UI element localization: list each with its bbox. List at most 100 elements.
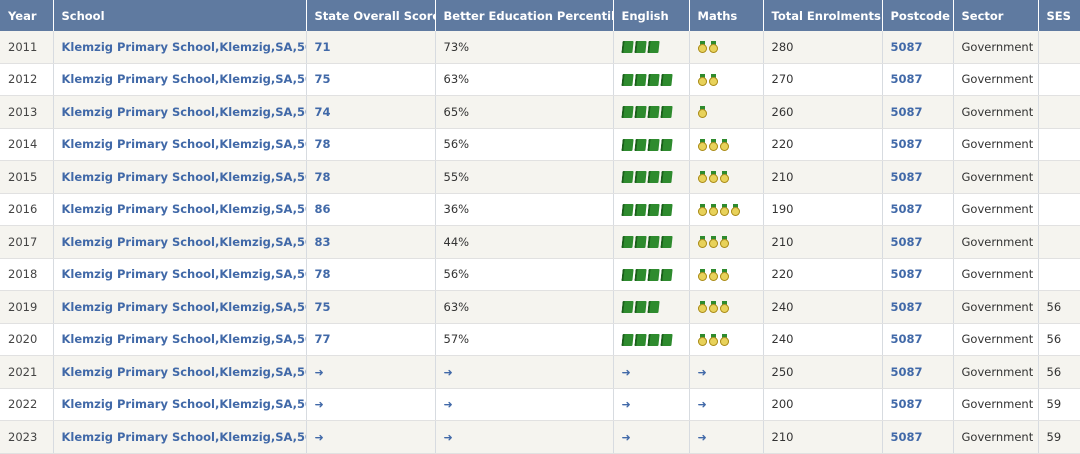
school-cell: Klemzig Primary School,Klemzig,SA,5087	[53, 31, 307, 64]
postcode-link[interactable]: 5087	[890, 234, 923, 249]
login-icon[interactable]: ➜	[443, 398, 453, 412]
header-year[interactable]: Year	[0, 0, 54, 31]
enrolments-cell: 260	[763, 95, 883, 129]
sector-value: Government	[961, 104, 1034, 119]
login-icon[interactable]: ➜	[314, 430, 324, 444]
book-icon	[646, 236, 660, 249]
postcode-link[interactable]: 5087	[890, 169, 923, 184]
header-maths[interactable]: Maths	[689, 0, 764, 31]
header-postcode[interactable]: Postcode	[882, 0, 954, 31]
enrolments-cell: 210	[763, 225, 883, 259]
score-link[interactable]: 71	[314, 39, 331, 54]
english-rating	[620, 203, 673, 216]
score-link[interactable]: 86	[314, 202, 331, 217]
login-icon[interactable]: ➜	[621, 365, 631, 379]
table-row: 2013 Klemzig Primary School,Klemzig,SA,50…	[0, 95, 1080, 129]
login-icon[interactable]: ➜	[443, 430, 453, 444]
enrolments-value: 280	[771, 39, 794, 54]
postcode-cell: 5087	[882, 388, 954, 421]
year-value: 2012	[8, 72, 38, 87]
score-link[interactable]: 74	[314, 104, 331, 119]
postcode-cell: 5087	[882, 63, 954, 96]
school-link[interactable]: Klemzig Primary School,Klemzig,SA,5087	[61, 364, 306, 379]
percentile-cell: 55%	[435, 160, 614, 194]
medal-icon	[697, 268, 707, 281]
book-icon	[633, 138, 647, 151]
postcode-link[interactable]: 5087	[890, 137, 923, 152]
school-link[interactable]: Klemzig Primary School,Klemzig,SA,5087	[61, 332, 306, 347]
login-icon[interactable]: ➜	[443, 365, 453, 379]
school-link[interactable]: Klemzig Primary School,Klemzig,SA,5087	[61, 72, 306, 87]
enrolments-cell: 190	[763, 193, 883, 226]
school-link[interactable]: Klemzig Primary School,Klemzig,SA,5087	[61, 429, 306, 444]
english-rating	[620, 236, 673, 249]
enrolments-cell: 210	[763, 160, 883, 194]
score-link[interactable]: 75	[314, 72, 331, 87]
school-link[interactable]: Klemzig Primary School,Klemzig,SA,5087	[61, 39, 306, 54]
book-icon	[620, 171, 634, 184]
header-english[interactable]: English	[613, 0, 690, 31]
year-cell: 2021	[0, 355, 54, 389]
sector-value: Government	[961, 299, 1034, 314]
postcode-link[interactable]: 5087	[890, 397, 923, 412]
book-icon	[646, 333, 660, 346]
percentile-value: 73%	[443, 39, 470, 54]
school-link[interactable]: Klemzig Primary School,Klemzig,SA,5087	[61, 267, 306, 282]
school-link[interactable]: Klemzig Primary School,Klemzig,SA,5087	[61, 137, 306, 152]
score-link[interactable]: 78	[314, 137, 331, 152]
school-link[interactable]: Klemzig Primary School,Klemzig,SA,5087	[61, 104, 306, 119]
postcode-link[interactable]: 5087	[890, 299, 923, 314]
ses-value: 56	[1046, 332, 1062, 347]
english-rating	[620, 333, 673, 346]
english-rating	[620, 73, 673, 86]
postcode-link[interactable]: 5087	[890, 332, 923, 347]
postcode-cell: 5087	[882, 420, 954, 454]
score-link[interactable]: 77	[314, 332, 331, 347]
school-cell: Klemzig Primary School,Klemzig,SA,5087	[53, 355, 307, 389]
postcode-link[interactable]: 5087	[890, 72, 923, 87]
school-link[interactable]: Klemzig Primary School,Klemzig,SA,5087	[61, 202, 306, 217]
medal-icon	[697, 171, 707, 184]
sector-cell: Government	[953, 258, 1039, 291]
book-icon	[646, 171, 660, 184]
school-link[interactable]: Klemzig Primary School,Klemzig,SA,5087	[61, 169, 306, 184]
english-cell: ➜	[613, 355, 690, 389]
ses-value: 59	[1046, 429, 1062, 444]
score-link[interactable]: 78	[314, 169, 331, 184]
medal-icon	[708, 41, 718, 54]
school-link[interactable]: Klemzig Primary School,Klemzig,SA,5087	[61, 299, 306, 314]
login-icon[interactable]: ➜	[314, 398, 324, 412]
header-sector[interactable]: Sector	[953, 0, 1039, 31]
header-better-education-percentile[interactable]: Better Education Percentile	[435, 0, 614, 31]
score-link[interactable]: 83	[314, 234, 331, 249]
score-link[interactable]: 75	[314, 299, 331, 314]
postcode-link[interactable]: 5087	[890, 39, 923, 54]
login-icon[interactable]: ➜	[314, 365, 324, 379]
login-icon[interactable]: ➜	[697, 365, 707, 379]
postcode-link[interactable]: 5087	[890, 429, 923, 444]
school-link[interactable]: Klemzig Primary School,Klemzig,SA,5087	[61, 234, 306, 249]
postcode-link[interactable]: 5087	[890, 104, 923, 119]
login-icon[interactable]: ➜	[621, 430, 631, 444]
header-total-enrolments[interactable]: Total Enrolments	[763, 0, 883, 31]
school-cell: Klemzig Primary School,Klemzig,SA,5087	[53, 258, 307, 291]
login-icon[interactable]: ➜	[697, 430, 707, 444]
postcode-link[interactable]: 5087	[890, 364, 923, 379]
maths-cell	[689, 290, 764, 324]
book-icon	[646, 203, 660, 216]
school-link[interactable]: Klemzig Primary School,Klemzig,SA,5087	[61, 397, 306, 412]
postcode-cell: 5087	[882, 193, 954, 226]
header-state-overall-score[interactable]: State Overall Score	[306, 0, 436, 31]
medal-icon	[708, 301, 718, 314]
header-ses[interactable]: SES	[1038, 0, 1080, 31]
login-icon[interactable]: ➜	[621, 398, 631, 412]
postcode-link[interactable]: 5087	[890, 267, 923, 282]
postcode-link[interactable]: 5087	[890, 202, 923, 217]
ses-cell: 56	[1038, 355, 1080, 389]
login-icon[interactable]: ➜	[697, 398, 707, 412]
score-link[interactable]: 78	[314, 267, 331, 282]
maths-cell	[689, 128, 764, 161]
book-icon	[620, 41, 634, 54]
header-school[interactable]: School	[53, 0, 307, 31]
maths-cell: ➜	[689, 420, 764, 454]
